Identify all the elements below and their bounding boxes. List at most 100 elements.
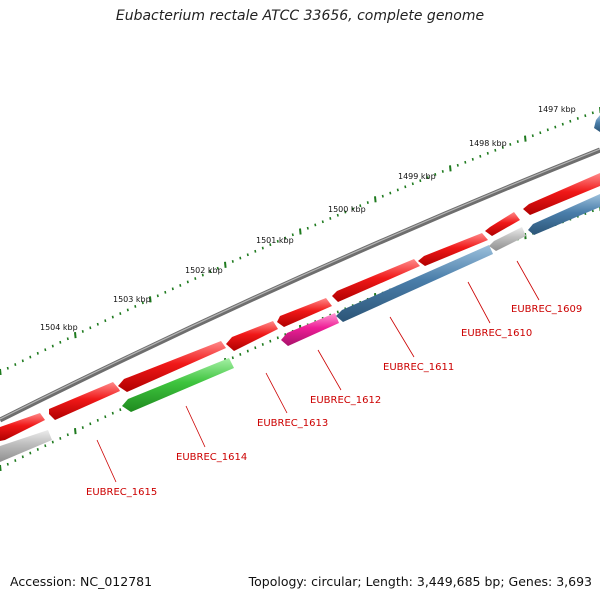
- major-tick: [149, 296, 152, 303]
- minor-tick: [29, 451, 32, 455]
- minor-tick: [291, 233, 294, 237]
- minor-tick: [134, 305, 137, 308]
- gene-label-1613[interactable]: EUBREC_1613: [257, 418, 328, 429]
- minor-tick: [531, 134, 534, 138]
- tick-labels: 1497 kbp 1498 kbp 1499 kbp 1500 kbp 1501…: [40, 105, 576, 332]
- minor-tick: [81, 330, 84, 333]
- minor-tick: [344, 210, 347, 214]
- minor-tick: [231, 260, 234, 263]
- tick-label: 1503 kbp: [113, 295, 151, 304]
- tick-label: 1498 kbp: [469, 139, 507, 148]
- minor-tick: [561, 122, 564, 126]
- label-line: [317, 349, 342, 391]
- minor-tick: [276, 336, 279, 340]
- minor-tick: [21, 359, 24, 363]
- minor-tick: [209, 270, 212, 274]
- major-tick: [224, 261, 227, 268]
- gene-label-1615[interactable]: EUBREC_1615: [86, 487, 157, 498]
- minor-tick: [164, 290, 167, 294]
- tick-label: 1500 kbp: [328, 205, 366, 214]
- minor-tick: [246, 253, 249, 257]
- magenta-gene-1612[interactable]: [281, 313, 339, 346]
- minor-tick: [216, 266, 219, 270]
- minor-tick: [396, 188, 399, 192]
- minor-tick: [276, 239, 279, 243]
- forward-strand-genes: [0, 173, 600, 441]
- minor-tick: [111, 411, 114, 415]
- minor-tick: [494, 148, 497, 152]
- minor-tick: [246, 349, 249, 353]
- minor-tick: [51, 344, 54, 348]
- major-tick: [74, 428, 77, 435]
- minor-tick: [284, 236, 287, 240]
- reverse-gene-top[interactable]: [594, 115, 600, 132]
- label-line: [265, 372, 288, 414]
- minor-tick: [329, 217, 332, 220]
- minor-tick: [36, 448, 39, 451]
- minor-tick: [156, 294, 159, 298]
- minor-tick: [126, 308, 129, 312]
- minor-tick: [404, 185, 407, 189]
- reverse-gene-1610[interactable]: [528, 194, 600, 235]
- forward-gene[interactable]: [118, 341, 226, 392]
- forward-gene[interactable]: [332, 259, 420, 302]
- minor-tick: [239, 256, 242, 260]
- minor-tick: [201, 273, 204, 277]
- minor-tick: [441, 170, 444, 173]
- minor-tick: [261, 246, 264, 250]
- reverse-gene-1611[interactable]: [336, 245, 493, 322]
- minor-tick: [239, 353, 242, 356]
- minor-tick: [269, 339, 272, 343]
- forward-gene[interactable]: [523, 173, 600, 215]
- minor-tick: [81, 426, 84, 429]
- minor-tick: [516, 140, 519, 143]
- minor-tick: [321, 220, 324, 224]
- minor-tick: [186, 280, 189, 284]
- major-tick: [524, 135, 527, 142]
- gene-label-1610[interactable]: EUBREC_1610: [461, 328, 532, 339]
- minor-tick: [59, 437, 62, 440]
- minor-tick: [501, 146, 504, 149]
- tick-label: 1499 kbp: [398, 172, 436, 181]
- minor-tick: [464, 160, 467, 164]
- forward-gene[interactable]: [49, 382, 120, 420]
- minor-tick: [194, 277, 197, 280]
- minor-tick: [351, 207, 354, 211]
- minor-tick: [51, 440, 54, 444]
- minor-tick: [554, 125, 557, 129]
- tick-label: 1497 kbp: [538, 105, 576, 114]
- minor-tick: [6, 462, 9, 466]
- minor-tick: [21, 455, 24, 459]
- minor-tick: [231, 356, 234, 360]
- pseudo-gene-1609[interactable]: [489, 227, 526, 251]
- label-line: [185, 405, 206, 448]
- forward-gene[interactable]: [277, 298, 332, 327]
- forward-gene[interactable]: [485, 212, 520, 236]
- gene-label-1612[interactable]: EUBREC_1612: [310, 395, 381, 406]
- gene-label-1609[interactable]: EUBREC_1609: [511, 304, 582, 315]
- green-gene-1614[interactable]: [122, 358, 234, 412]
- tick-label: 1502 kbp: [185, 266, 223, 275]
- tick-label: 1501 kbp: [256, 236, 294, 245]
- forward-gene[interactable]: [0, 413, 45, 441]
- gene-label-1614[interactable]: EUBREC_1614: [176, 452, 247, 463]
- minor-tick: [336, 310, 339, 314]
- minor-tick: [14, 363, 17, 366]
- gene-label-1611[interactable]: EUBREC_1611: [383, 362, 454, 373]
- minor-tick: [104, 415, 107, 419]
- forward-gene[interactable]: [226, 321, 278, 351]
- minor-tick: [141, 301, 144, 305]
- reverse-strand-genes: [0, 115, 600, 462]
- minor-tick: [254, 249, 257, 253]
- minor-tick: [584, 114, 587, 118]
- label-lines: [96, 260, 540, 483]
- minor-tick: [336, 213, 339, 217]
- minor-tick: [59, 340, 62, 344]
- pseudo-gene-1615[interactable]: [0, 430, 52, 462]
- minor-tick: [119, 312, 122, 315]
- minor-tick: [66, 337, 69, 341]
- outer-tick-ring: [0, 107, 600, 376]
- forward-gene[interactable]: [418, 233, 488, 266]
- minor-tick: [104, 319, 107, 323]
